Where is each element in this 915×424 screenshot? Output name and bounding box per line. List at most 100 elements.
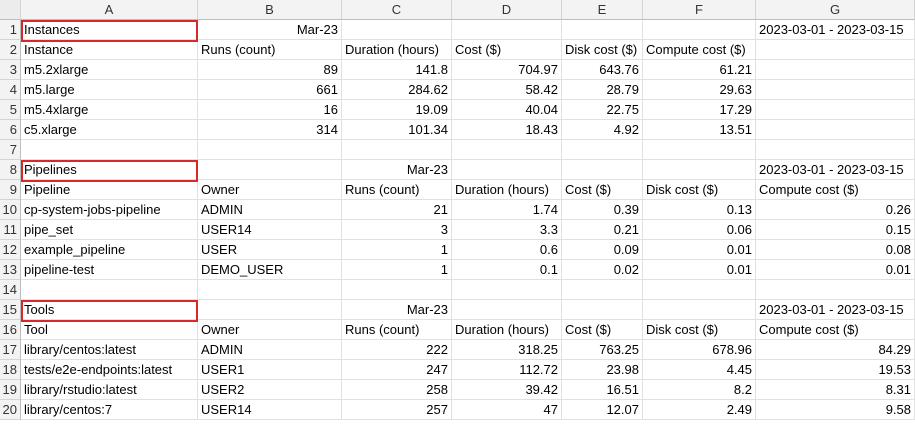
cell-b13[interactable]: DEMO_USER [198,260,342,280]
cell-e5[interactable]: 22.75 [562,100,643,120]
cell-b7[interactable] [198,140,342,160]
cell-b8[interactable] [198,160,342,180]
cell-d4[interactable]: 58.42 [452,80,562,100]
cell-f1[interactable] [643,20,756,40]
cell-e8[interactable] [562,160,643,180]
cell-b10[interactable]: ADMIN [198,200,342,220]
row-header-19[interactable]: 19 [0,380,21,400]
cell-a9[interactable]: Pipeline [21,180,198,200]
cell-e19[interactable]: 16.51 [562,380,643,400]
cell-c20[interactable]: 257 [342,400,452,420]
cell-e7[interactable] [562,140,643,160]
cell-f10[interactable]: 0.13 [643,200,756,220]
cell-f20[interactable]: 2.49 [643,400,756,420]
cell-c11[interactable]: 3 [342,220,452,240]
cell-g18[interactable]: 19.53 [756,360,915,380]
cell-d17[interactable]: 318.25 [452,340,562,360]
cell-d19[interactable]: 39.42 [452,380,562,400]
cell-b2[interactable]: Runs (count) [198,40,342,60]
cell-b16[interactable]: Owner [198,320,342,340]
cell-d3[interactable]: 704.97 [452,60,562,80]
row-header-17[interactable]: 17 [0,340,21,360]
cell-g13[interactable]: 0.01 [756,260,915,280]
cell-g19[interactable]: 8.31 [756,380,915,400]
cell-g7[interactable] [756,140,915,160]
cell-d14[interactable] [452,280,562,300]
cell-e12[interactable]: 0.09 [562,240,643,260]
cell-f4[interactable]: 29.63 [643,80,756,100]
cell-b20[interactable]: USER14 [198,400,342,420]
cell-a20[interactable]: library/centos:7 [21,400,198,420]
cell-g3[interactable] [756,60,915,80]
cell-c13[interactable]: 1 [342,260,452,280]
column-header-f[interactable]: F [643,0,756,20]
cell-d20[interactable]: 47 [452,400,562,420]
cell-d6[interactable]: 18.43 [452,120,562,140]
row-header-8[interactable]: 8 [0,160,21,180]
cell-f17[interactable]: 678.96 [643,340,756,360]
cell-e11[interactable]: 0.21 [562,220,643,240]
cell-b12[interactable]: USER [198,240,342,260]
cell-g17[interactable]: 84.29 [756,340,915,360]
cell-a14[interactable] [21,280,198,300]
row-header-18[interactable]: 18 [0,360,21,380]
cell-f3[interactable]: 61.21 [643,60,756,80]
cell-e17[interactable]: 763.25 [562,340,643,360]
cell-b15[interactable] [198,300,342,320]
cell-b17[interactable]: ADMIN [198,340,342,360]
cell-e18[interactable]: 23.98 [562,360,643,380]
cell-g14[interactable] [756,280,915,300]
cell-c9[interactable]: Runs (count) [342,180,452,200]
cell-f9[interactable]: Disk cost ($) [643,180,756,200]
row-header-12[interactable]: 12 [0,240,21,260]
row-header-3[interactable]: 3 [0,60,21,80]
cell-e14[interactable] [562,280,643,300]
cell-c10[interactable]: 21 [342,200,452,220]
cell-b6[interactable]: 314 [198,120,342,140]
cell-f6[interactable]: 13.51 [643,120,756,140]
cell-g2[interactable] [756,40,915,60]
cell-a12[interactable]: example_pipeline [21,240,198,260]
cell-d10[interactable]: 1.74 [452,200,562,220]
cell-c18[interactable]: 247 [342,360,452,380]
cell-c7[interactable] [342,140,452,160]
cell-f12[interactable]: 0.01 [643,240,756,260]
cell-b5[interactable]: 16 [198,100,342,120]
cell-c6[interactable]: 101.34 [342,120,452,140]
cell-a5[interactable]: m5.4xlarge [21,100,198,120]
column-header-a[interactable]: A [21,0,198,20]
cell-c14[interactable] [342,280,452,300]
row-header-4[interactable]: 4 [0,80,21,100]
row-header-16[interactable]: 16 [0,320,21,340]
cell-e6[interactable]: 4.92 [562,120,643,140]
cell-e3[interactable]: 643.76 [562,60,643,80]
cell-d15[interactable] [452,300,562,320]
cell-a19[interactable]: library/rstudio:latest [21,380,198,400]
cell-e15[interactable] [562,300,643,320]
cell-c19[interactable]: 258 [342,380,452,400]
row-header-10[interactable]: 10 [0,200,21,220]
cell-a7[interactable] [21,140,198,160]
cell-a11[interactable]: pipe_set [21,220,198,240]
cell-e9[interactable]: Cost ($) [562,180,643,200]
cell-g5[interactable] [756,100,915,120]
cell-c16[interactable]: Runs (count) [342,320,452,340]
cell-e13[interactable]: 0.02 [562,260,643,280]
cell-d18[interactable]: 112.72 [452,360,562,380]
row-header-9[interactable]: 9 [0,180,21,200]
cell-g11[interactable]: 0.15 [756,220,915,240]
cell-f14[interactable] [643,280,756,300]
column-header-c[interactable]: C [342,0,452,20]
cell-f19[interactable]: 8.2 [643,380,756,400]
row-header-6[interactable]: 6 [0,120,21,140]
cell-a4[interactable]: m5.large [21,80,198,100]
row-header-13[interactable]: 13 [0,260,21,280]
cell-c3[interactable]: 141.8 [342,60,452,80]
column-header-e[interactable]: E [562,0,643,20]
cell-e1[interactable] [562,20,643,40]
cell-b9[interactable]: Owner [198,180,342,200]
cell-c4[interactable]: 284.62 [342,80,452,100]
cell-c2[interactable]: Duration (hours) [342,40,452,60]
cell-g20[interactable]: 9.58 [756,400,915,420]
cell-g4[interactable] [756,80,915,100]
